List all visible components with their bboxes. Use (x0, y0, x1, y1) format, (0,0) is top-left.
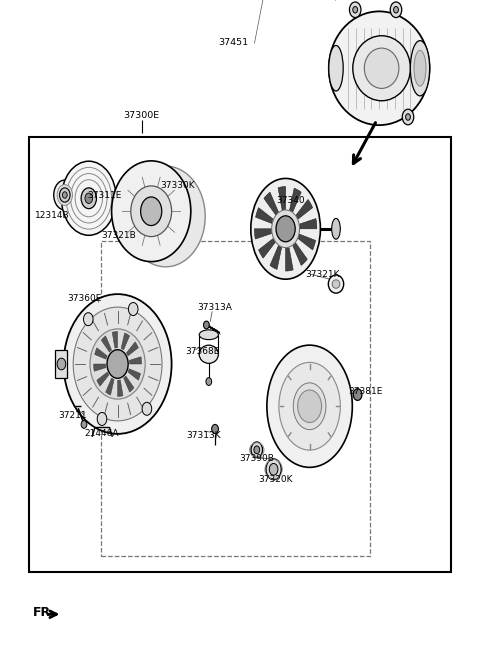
Ellipse shape (126, 166, 205, 266)
Circle shape (406, 114, 410, 120)
Text: 12314B: 12314B (35, 211, 69, 220)
Ellipse shape (90, 329, 145, 399)
Text: 37300E: 37300E (123, 111, 160, 120)
Ellipse shape (414, 51, 426, 86)
Ellipse shape (329, 11, 430, 125)
Wedge shape (106, 378, 114, 395)
Ellipse shape (329, 46, 343, 91)
Bar (29, 136, 451, 572)
Wedge shape (254, 229, 272, 239)
Circle shape (390, 2, 402, 18)
Circle shape (60, 188, 70, 202)
Circle shape (269, 463, 278, 475)
Wedge shape (298, 234, 315, 250)
Circle shape (81, 188, 96, 209)
Text: 37390B: 37390B (240, 454, 274, 463)
Circle shape (81, 421, 87, 428)
Wedge shape (97, 372, 109, 386)
Circle shape (141, 197, 162, 226)
Ellipse shape (353, 36, 410, 101)
Text: 37311E: 37311E (87, 190, 122, 200)
Circle shape (107, 350, 128, 378)
Circle shape (85, 193, 93, 203)
Circle shape (254, 446, 260, 454)
Text: 37381E: 37381E (348, 387, 383, 396)
Ellipse shape (57, 185, 72, 205)
Wedge shape (256, 208, 273, 224)
Wedge shape (101, 336, 111, 352)
Ellipse shape (332, 218, 340, 239)
Ellipse shape (364, 48, 399, 88)
Wedge shape (259, 239, 275, 258)
Wedge shape (264, 192, 278, 214)
Ellipse shape (272, 210, 300, 248)
Circle shape (298, 390, 322, 422)
Wedge shape (293, 243, 307, 265)
Wedge shape (270, 246, 282, 269)
Wedge shape (278, 187, 286, 210)
Text: 37320K: 37320K (259, 475, 293, 484)
Circle shape (266, 459, 281, 480)
Wedge shape (118, 380, 123, 396)
Text: 21446A: 21446A (84, 429, 119, 438)
Circle shape (62, 192, 67, 198)
Circle shape (128, 302, 138, 315)
Text: 37321B: 37321B (102, 231, 136, 240)
Circle shape (402, 109, 414, 125)
Circle shape (97, 413, 107, 426)
Wedge shape (128, 369, 141, 380)
Wedge shape (300, 218, 317, 229)
Ellipse shape (63, 294, 172, 434)
Wedge shape (289, 188, 301, 212)
Text: 37321K: 37321K (305, 270, 340, 279)
Circle shape (394, 6, 398, 13)
Circle shape (276, 216, 295, 242)
Ellipse shape (61, 161, 116, 235)
Ellipse shape (199, 330, 218, 339)
Wedge shape (124, 376, 134, 392)
Circle shape (353, 389, 362, 400)
Ellipse shape (54, 180, 76, 210)
Wedge shape (121, 333, 130, 350)
Ellipse shape (131, 186, 172, 237)
Ellipse shape (73, 307, 162, 421)
Text: 37451: 37451 (218, 38, 248, 47)
Bar (101, 240, 370, 556)
Wedge shape (126, 342, 138, 356)
Circle shape (57, 358, 66, 370)
Ellipse shape (199, 345, 218, 363)
Ellipse shape (251, 178, 321, 280)
Ellipse shape (111, 161, 191, 261)
Circle shape (206, 378, 212, 385)
Text: 37368E: 37368E (185, 346, 220, 356)
Wedge shape (94, 364, 106, 371)
Text: 37340: 37340 (276, 196, 305, 205)
Wedge shape (95, 348, 107, 359)
Circle shape (204, 321, 209, 329)
Ellipse shape (328, 275, 344, 293)
Ellipse shape (293, 383, 326, 430)
Wedge shape (286, 248, 293, 271)
Ellipse shape (267, 345, 352, 467)
Ellipse shape (410, 40, 430, 96)
Circle shape (84, 313, 93, 326)
Ellipse shape (279, 363, 340, 450)
Wedge shape (112, 332, 118, 348)
Text: 37330K: 37330K (160, 181, 195, 190)
Text: 37360E: 37360E (67, 294, 101, 303)
Text: 37313A: 37313A (198, 303, 232, 312)
Wedge shape (129, 357, 142, 364)
Bar (55, 350, 67, 378)
Text: 37211: 37211 (59, 411, 87, 420)
Circle shape (251, 442, 263, 458)
Circle shape (349, 2, 361, 18)
Circle shape (212, 424, 218, 434)
Circle shape (142, 402, 152, 415)
Wedge shape (296, 200, 312, 219)
Text: 37313K: 37313K (187, 431, 221, 440)
Circle shape (353, 6, 358, 13)
Text: FR.: FR. (33, 606, 56, 619)
Ellipse shape (332, 280, 340, 289)
